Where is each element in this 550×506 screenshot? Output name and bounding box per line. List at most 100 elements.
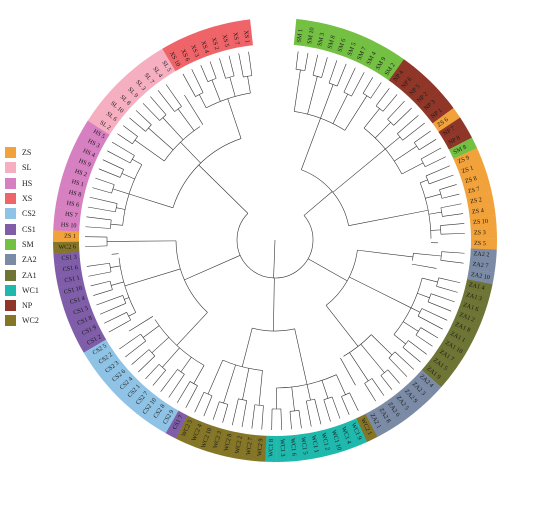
branch-spoke (357, 249, 414, 258)
branch-spoke (228, 55, 235, 77)
branch-arc (203, 391, 213, 397)
branch-spoke (102, 159, 124, 170)
branch-spoke (242, 368, 250, 400)
branch-spoke (440, 223, 465, 226)
leaf-label: WC2 9 (256, 438, 264, 456)
branch-arc (387, 119, 394, 126)
branch-arc (225, 75, 235, 79)
leaf-label: ZA2 10 (470, 271, 490, 281)
branch-spoke (340, 357, 356, 386)
branch-spoke (107, 150, 131, 164)
branch-spoke (332, 148, 386, 193)
branch-spoke (219, 58, 226, 79)
leaf-label: ZS 3 (474, 229, 486, 236)
branch-spoke (142, 325, 160, 338)
branch-arc (417, 308, 423, 317)
branch-arc (427, 293, 432, 302)
leaf-label: ZS 1 (461, 164, 475, 175)
branch-spoke (110, 223, 123, 226)
branch-spoke (438, 277, 461, 284)
branch-spoke (321, 57, 328, 78)
branch-spoke (410, 307, 421, 313)
branch-spoke (207, 360, 224, 395)
group-wedge (443, 127, 473, 150)
group-wedge (426, 98, 454, 124)
branch-spoke (241, 400, 247, 428)
leaf-label: WC2 7 (245, 437, 254, 455)
branch-spoke (362, 76, 374, 94)
group-wedge (175, 415, 197, 444)
group-wedge (219, 429, 236, 458)
group-wedge (371, 46, 395, 75)
leaf-label: HS 8 (68, 189, 82, 199)
leaf-label: WC1 3 (278, 439, 286, 457)
branch-arc (380, 369, 389, 376)
group-wedge (466, 191, 494, 208)
branch-spoke (394, 351, 415, 370)
branch-spoke (440, 260, 464, 264)
group-wedge (53, 241, 80, 254)
group-wedge (438, 117, 467, 141)
branch-spoke (306, 384, 311, 401)
leaf-label: XS 5 (221, 34, 231, 48)
legend-item-np: NP (5, 298, 65, 313)
group-wedge (461, 289, 490, 307)
branch-spoke (280, 408, 282, 430)
leaf-label: ZA2 2 (473, 250, 489, 258)
leaf-label: ZS 5 (474, 240, 486, 247)
branch-spoke (231, 398, 239, 426)
branch-arc (219, 401, 228, 405)
legend-swatch (5, 208, 16, 220)
group-wedge (434, 345, 463, 370)
legend-swatch (5, 223, 16, 235)
legend-label: SL (22, 163, 32, 173)
legend-item-wc2: WC2 (5, 313, 65, 328)
leaf-label: CS1 4 (69, 295, 86, 306)
leaf-label: ZS 4 (472, 207, 485, 216)
group-wedge (103, 364, 131, 390)
group-wedge (404, 73, 431, 101)
branch-spoke (212, 401, 220, 420)
branch-spoke (349, 276, 412, 309)
branch-spoke (425, 165, 451, 177)
branch-spoke (323, 399, 331, 422)
branch-spoke (177, 108, 195, 131)
leaf-label: CS1 10 (63, 285, 83, 296)
branch-spoke (393, 107, 412, 126)
branch-spoke (87, 206, 116, 213)
branch-spoke (148, 127, 174, 151)
leaf-label: WC2 3 (212, 430, 224, 449)
branch-spoke (304, 52, 309, 71)
group-wedge (333, 28, 353, 57)
group-wedge (286, 434, 301, 462)
group-wedge (460, 169, 489, 188)
group-wedge (241, 433, 257, 461)
group-wedge (63, 162, 92, 182)
branch-spoke (194, 392, 205, 413)
leaf-label: HS 6 (66, 200, 80, 209)
branch-spoke (408, 340, 427, 355)
branch-spoke (261, 405, 264, 430)
branch-spoke (422, 277, 438, 283)
legend-label: ZA1 (22, 270, 37, 280)
branch-spoke (96, 295, 123, 306)
legend-swatch (5, 177, 16, 189)
branch-spoke (397, 115, 419, 134)
branch-spoke (85, 245, 108, 247)
group-wedge (142, 54, 167, 83)
branch-spoke (300, 118, 321, 170)
branch-spoke (116, 207, 126, 210)
branch-spoke (341, 396, 350, 416)
branch-spoke (162, 347, 180, 368)
group-wedge (58, 282, 87, 300)
branch-spoke (370, 82, 382, 99)
branch-arc (343, 91, 352, 97)
branch-spoke (419, 139, 437, 151)
branch-spoke (111, 281, 124, 286)
leaf-label: ZS 2 (470, 196, 483, 205)
leaf-label: SM 6 (336, 38, 347, 53)
branch-spoke (258, 370, 263, 406)
legend-swatch (5, 300, 16, 312)
legend-swatch (5, 147, 16, 159)
branch-spoke (124, 268, 181, 287)
